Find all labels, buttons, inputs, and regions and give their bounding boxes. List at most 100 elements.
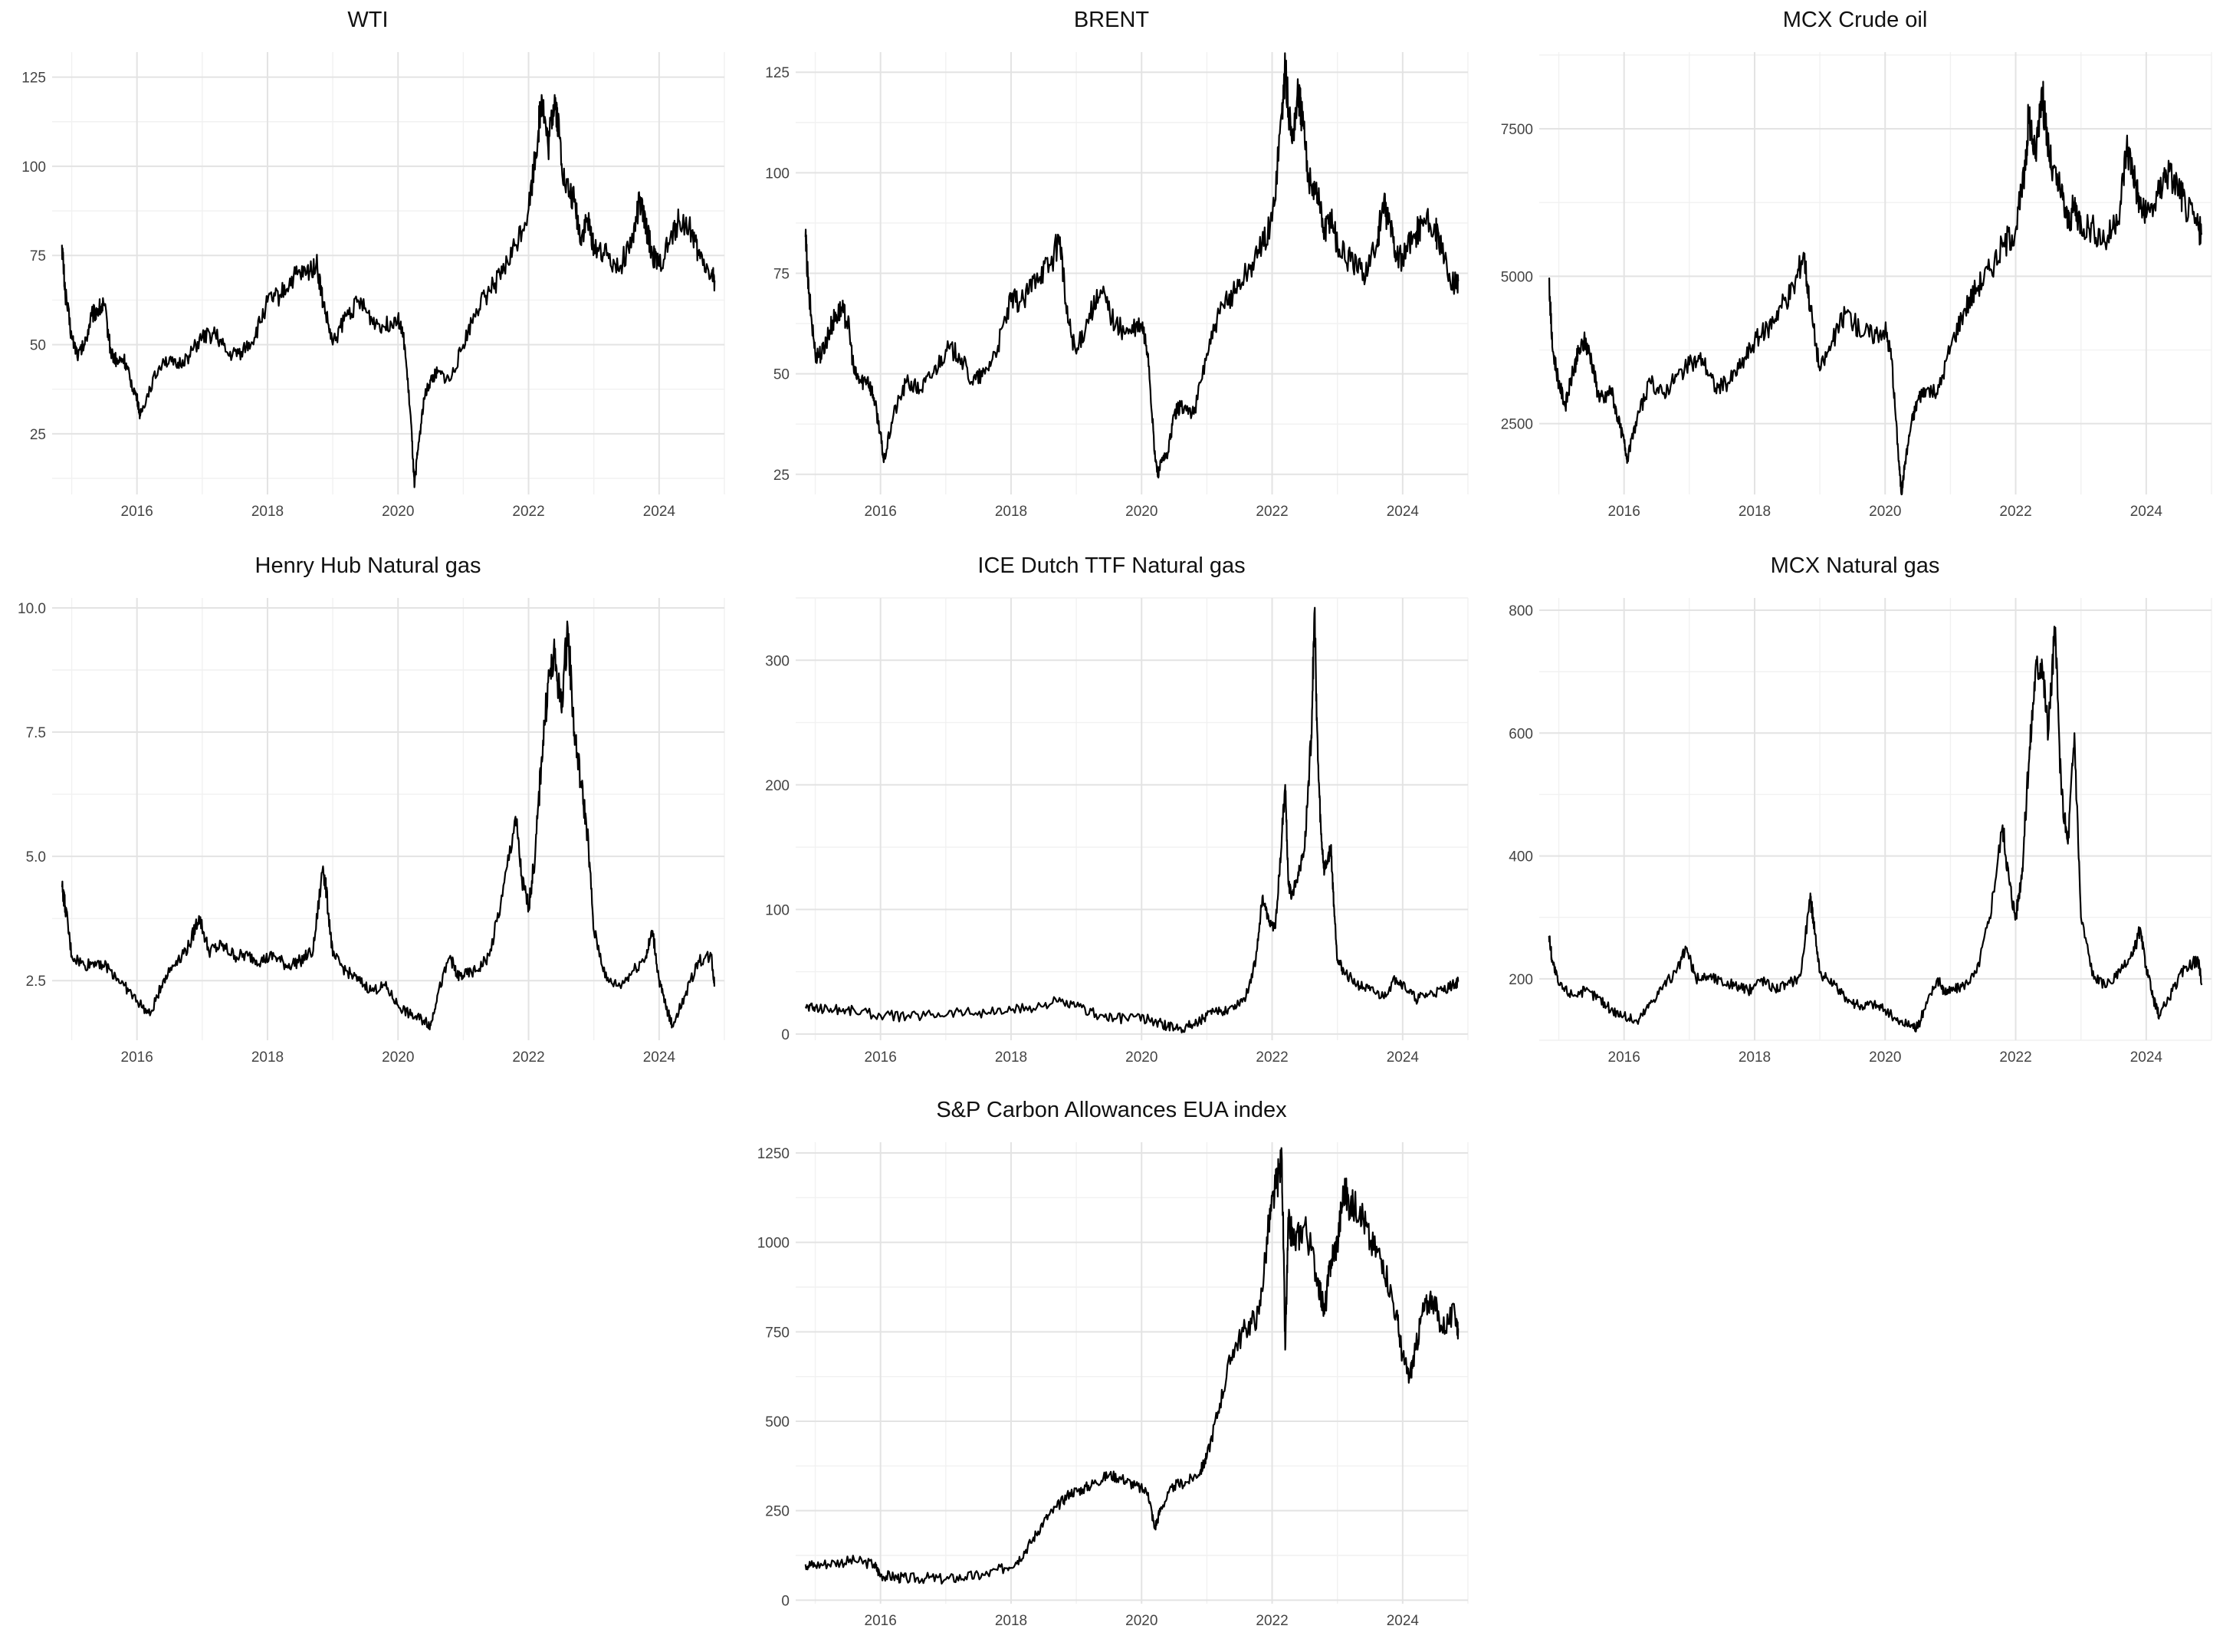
x-tick-label: 2020: [1869, 504, 1901, 520]
x-tick-label: 2022: [1256, 1613, 1288, 1629]
x-tick-label: 2024: [1387, 504, 1420, 520]
y-tick-label: 100: [765, 166, 790, 182]
x-tick-label: 2018: [251, 1049, 284, 1066]
y-tick-label: 0: [781, 1027, 790, 1043]
chart-panel-ice-dutch-ttf-natural-gas: ICE Dutch TTF Natural gas 0 100 200 300 2016…: [744, 553, 1479, 1086]
chart-panel-wti: WTI 25 50 75 100 125 2016 2018 2020 2022 2024: [0, 8, 736, 540]
y-tick-label: 2500: [1501, 417, 1533, 433]
chart-title-mcx-natural-gas: MCX Natural gas: [1770, 553, 1940, 578]
y-tick-label: 800: [1509, 603, 1533, 619]
y-tick-label: 2.5: [26, 974, 46, 990]
grid: [52, 598, 725, 1040]
x-tick-label: 2022: [1999, 1049, 2031, 1066]
x-tick-label: 2020: [1125, 1613, 1157, 1629]
y-tick-label: 100: [21, 159, 46, 176]
x-tick-label: 2018: [995, 504, 1027, 520]
x-tick-label: 2016: [1608, 1049, 1640, 1066]
x-tick-label: 2022: [1256, 504, 1288, 520]
x-tick-label: 2016: [865, 1049, 897, 1066]
line-chart-brent: 25 50 75 100 125 2016 2018 2020 2022 2024: [765, 52, 1469, 520]
series-line-ice-dutch-ttf-natural-gas: [804, 606, 1460, 1033]
x-tick-label: 2018: [995, 1049, 1027, 1066]
x-tick-label: 2024: [1387, 1049, 1420, 1066]
x-tick-label: 2016: [1608, 504, 1640, 520]
y-tick-label: 5.0: [26, 849, 46, 865]
x-tick-label: 2024: [2130, 504, 2163, 520]
chart-panel-mcx-crude-oil: MCX Crude oil 2500 5000 7500 2016 2018 2020 20…: [1487, 8, 2223, 540]
chart-title-wti: WTI: [347, 8, 389, 32]
grid: [1539, 598, 2212, 1041]
x-tick-label: 2022: [1999, 504, 2031, 520]
x-tick-label: 2018: [995, 1613, 1027, 1629]
series-line-brent: [804, 52, 1460, 479]
y-tick-label: 7500: [1501, 122, 1533, 138]
grid: [1539, 52, 2212, 494]
line-chart-mcx-natural-gas: 200 400 600 800 2016 2018 2020 2022 2024: [1509, 598, 2212, 1066]
x-tick-label: 2016: [121, 1049, 153, 1066]
chart-title-brent: BRENT: [1073, 8, 1150, 32]
x-tick-label: 2020: [1125, 504, 1157, 520]
chart-title-ice-dutch-ttf-natural-gas: ICE Dutch TTF Natural gas: [977, 553, 1246, 578]
y-tick-label: 50: [773, 367, 790, 383]
y-tick-label: 0: [781, 1593, 790, 1609]
x-tick-label: 2020: [382, 1049, 414, 1066]
y-tick-label: 25: [773, 468, 790, 484]
line-chart-ice-dutch-ttf-natural-gas: 0 100 200 300 2016 2018 2020 2022 2024: [765, 597, 1469, 1066]
y-tick-label: 600: [1509, 726, 1533, 742]
y-tick-label: 7.5: [26, 725, 46, 741]
chart-title-mcx-crude-oil: MCX Crude oil: [1782, 8, 1928, 32]
chart-title-sp-carbon-allowances-eua-index: S&P Carbon Allowances EUA index: [936, 1098, 1287, 1122]
x-tick-label: 2024: [2130, 1049, 2163, 1066]
y-tick-label: 10.0: [18, 601, 46, 617]
chart-title-henry-hub-natural-gas: Henry Hub Natural gas: [254, 553, 481, 578]
chart-panel-mcx-natural-gas: MCX Natural gas 200 400 600 800 2016 2018 2020…: [1487, 553, 2223, 1086]
series-line-mcx-natural-gas: [1548, 626, 2203, 1033]
x-tick-label: 2024: [643, 504, 676, 520]
line-chart-mcx-crude-oil: 2500 5000 7500 2016 2018 2020 2022 2024: [1501, 52, 2212, 520]
y-tick-label: 750: [765, 1325, 790, 1341]
x-tick-label: 2024: [643, 1049, 676, 1066]
x-tick-label: 2016: [865, 504, 897, 520]
x-tick-label: 2020: [382, 504, 414, 520]
y-tick-label: 200: [1509, 972, 1533, 988]
line-chart-henry-hub-natural-gas: 2.5 5.0 7.5 10.0 2016 2018 2020 2022 2024: [18, 598, 725, 1066]
y-tick-label: 300: [765, 653, 790, 669]
grid: [52, 52, 725, 494]
y-tick-label: 5000: [1501, 269, 1533, 285]
x-tick-label: 2020: [1125, 1049, 1157, 1066]
series-line-wti: [61, 94, 716, 488]
line-chart-wti: 25 50 75 100 125 2016 2018 2020 2022 2024: [21, 52, 725, 520]
series-line-henry-hub-natural-gas: [61, 620, 716, 1031]
line-chart-sp-carbon-allowances-eua-index: 0 250 500 750 1000 1250 2016 2018 2020 2022 2024: [757, 1142, 1469, 1629]
grid: [796, 52, 1469, 494]
x-tick-label: 2016: [121, 504, 153, 520]
y-tick-label: 500: [765, 1414, 790, 1430]
x-tick-label: 2016: [865, 1613, 897, 1629]
grid: [796, 597, 1469, 1040]
x-tick-label: 2024: [1387, 1613, 1420, 1629]
x-tick-label: 2022: [512, 1049, 544, 1066]
x-tick-label: 2018: [1739, 1049, 1771, 1066]
y-tick-label: 200: [765, 778, 790, 794]
y-tick-label: 25: [30, 427, 46, 443]
y-tick-label: 75: [30, 248, 46, 264]
chart-panel-sp-carbon-allowances-eua-index: S&P Carbon Allowances EUA index 0 250 500 7…: [744, 1098, 1479, 1650]
y-tick-label: 250: [765, 1504, 790, 1520]
y-tick-label: 1250: [757, 1146, 790, 1162]
series-line-mcx-crude-oil: [1548, 80, 2203, 496]
x-tick-label: 2020: [1869, 1049, 1901, 1066]
y-tick-label: 50: [30, 338, 46, 354]
x-tick-label: 2018: [251, 504, 284, 520]
y-tick-label: 400: [1509, 849, 1533, 865]
x-tick-label: 2022: [1256, 1049, 1288, 1066]
chart-panel-brent: BRENT 25 50 75 100 125 2016 2018 2020 2022 2024: [744, 8, 1479, 540]
x-tick-label: 2022: [512, 504, 544, 520]
chart-panel-henry-hub-natural-gas: Henry Hub Natural gas 2.5 5.0 7.5 10.0 2016 2…: [0, 553, 736, 1086]
y-tick-label: 1000: [757, 1236, 790, 1252]
y-tick-label: 125: [21, 71, 46, 87]
grid: [796, 1142, 1469, 1604]
y-tick-label: 75: [773, 267, 790, 283]
series-line-s-p-carbon-allowances-eua-index: [804, 1147, 1460, 1585]
x-tick-label: 2018: [1739, 504, 1771, 520]
y-tick-label: 100: [765, 902, 790, 918]
